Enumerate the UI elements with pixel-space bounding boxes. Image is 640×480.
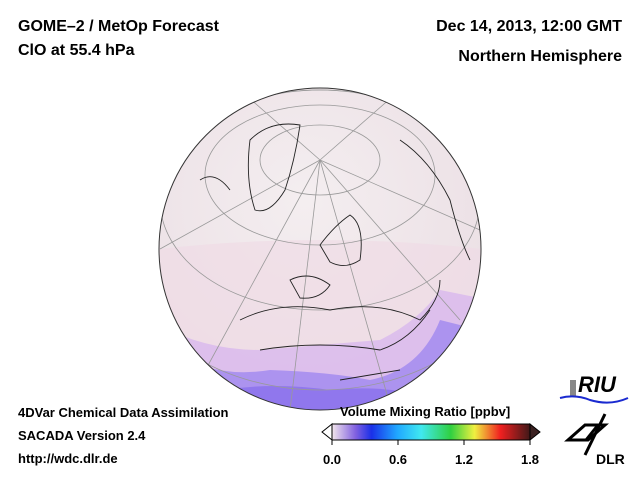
colorbar-tick: 0.0 bbox=[322, 452, 342, 467]
region: Northern Hemisphere bbox=[458, 48, 622, 65]
dlr-logo-text: DLR bbox=[596, 451, 625, 467]
coastlines bbox=[199, 123, 471, 381]
footer-url[interactable]: http://wdc.dlr.de bbox=[18, 451, 118, 466]
colorbar-tick: 1.2 bbox=[454, 452, 474, 467]
graticule bbox=[159, 89, 481, 410]
riu-logo-text: RIU bbox=[578, 372, 616, 397]
datetime: Dec 14, 2013, 12:00 GMT bbox=[436, 18, 622, 35]
product-title: GOME–2 / MetOp Forecast bbox=[18, 18, 219, 35]
colorbar-gradient bbox=[331, 423, 531, 441]
colorbar-over-arrow bbox=[529, 422, 541, 442]
globe-field bbox=[159, 88, 481, 410]
colorbar-title: Volume Mixing Ratio [ppbv] bbox=[340, 404, 511, 419]
species-level: ClO at 55.4 hPa bbox=[18, 42, 135, 59]
colorbar-tick: 0.6 bbox=[388, 452, 408, 467]
footer-assimilation: 4DVar Chemical Data Assimilation bbox=[18, 405, 229, 420]
colorbar bbox=[321, 422, 541, 445]
footer-version: SACADA Version 2.4 bbox=[18, 428, 146, 443]
dlr-logo bbox=[564, 413, 609, 456]
colorbar-tick: 1.8 bbox=[520, 452, 540, 467]
colorbar-under-arrow bbox=[321, 422, 333, 442]
riu-logo bbox=[559, 380, 629, 404]
